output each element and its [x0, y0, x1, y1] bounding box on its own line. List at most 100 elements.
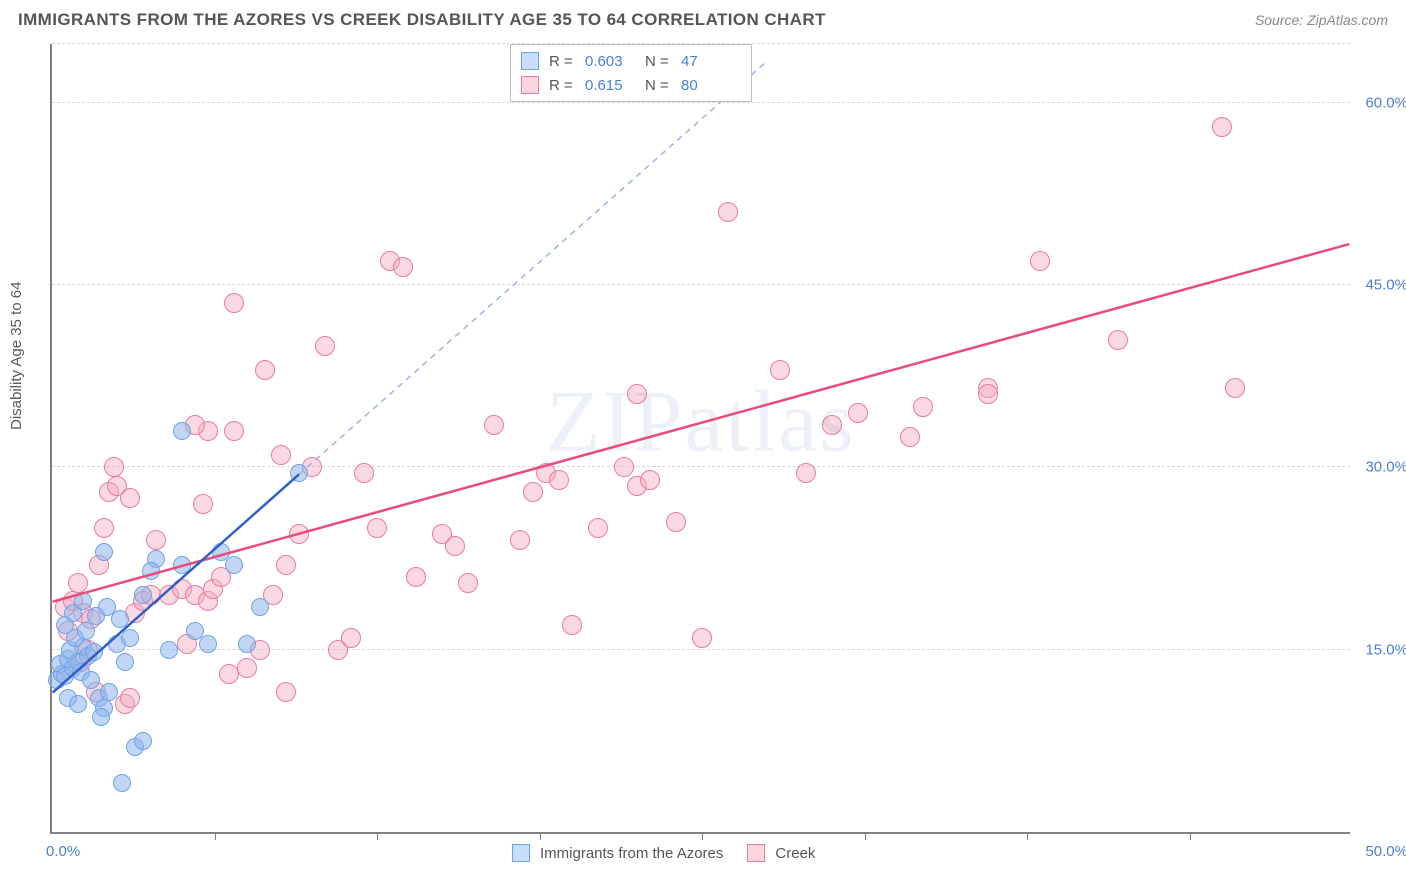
source-label: Source: ZipAtlas.com: [1255, 12, 1388, 28]
trend-lines-layer: [52, 44, 1350, 832]
x-minor-tick: [215, 832, 216, 840]
scatter-point-creek: [666, 512, 686, 532]
scatter-point-azores: [121, 629, 139, 647]
scatter-point-azores: [116, 653, 134, 671]
scatter-point-creek: [315, 336, 335, 356]
scatter-point-creek: [341, 628, 361, 648]
scatter-point-azores: [113, 774, 131, 792]
y-tick-label: 60.0%: [1365, 94, 1406, 111]
scatter-point-creek: [1212, 117, 1232, 137]
gridline-horizontal: [52, 466, 1350, 467]
scatter-point-azores: [74, 592, 92, 610]
scatter-point-creek: [406, 567, 426, 587]
scatter-point-creek: [367, 518, 387, 538]
legend-swatch: [512, 844, 530, 862]
chart-plot-area: ZIPatlas R =0.603N =47R =0.615N =80 Immi…: [50, 44, 1350, 834]
scatter-point-azores: [225, 556, 243, 574]
legend-n-value: 80: [681, 77, 741, 94]
scatter-point-creek: [770, 360, 790, 380]
scatter-point-creek: [393, 257, 413, 277]
x-minor-tick: [540, 832, 541, 840]
scatter-point-creek: [562, 615, 582, 635]
legend-n-label: N =: [645, 77, 681, 94]
scatter-point-creek: [718, 202, 738, 222]
x-minor-tick: [865, 832, 866, 840]
scatter-point-azores: [69, 695, 87, 713]
scatter-point-creek: [276, 682, 296, 702]
scatter-point-azores: [134, 586, 152, 604]
trend-line: [299, 62, 766, 474]
legend-swatch: [521, 76, 539, 94]
scatter-point-creek: [271, 445, 291, 465]
scatter-point-azores: [82, 671, 100, 689]
legend-r-label: R =: [549, 53, 585, 70]
scatter-point-creek: [796, 463, 816, 483]
scatter-point-azores: [77, 622, 95, 640]
scatter-point-creek: [120, 488, 140, 508]
scatter-point-azores: [95, 543, 113, 561]
chart-title: IMMIGRANTS FROM THE AZORES VS CREEK DISA…: [18, 10, 826, 30]
x-minor-tick: [1027, 832, 1028, 840]
scatter-point-creek: [510, 530, 530, 550]
scatter-point-azores: [142, 562, 160, 580]
scatter-point-creek: [458, 573, 478, 593]
scatter-point-creek: [913, 397, 933, 417]
scatter-point-creek: [255, 360, 275, 380]
scatter-point-azores: [251, 598, 269, 616]
gridline-horizontal: [52, 284, 1350, 285]
scatter-point-creek: [1108, 330, 1128, 350]
scatter-point-azores: [160, 641, 178, 659]
scatter-point-azores: [238, 635, 256, 653]
trend-line: [53, 244, 1350, 602]
scatter-point-azores: [290, 464, 308, 482]
chart-container: IMMIGRANTS FROM THE AZORES VS CREEK DISA…: [0, 0, 1406, 892]
scatter-point-azores: [134, 732, 152, 750]
scatter-point-azores: [98, 598, 116, 616]
scatter-point-creek: [237, 658, 257, 678]
scatter-point-creek: [120, 688, 140, 708]
x-minor-tick: [702, 832, 703, 840]
y-tick-label: 30.0%: [1365, 459, 1406, 476]
scatter-point-creek: [822, 415, 842, 435]
legend-n-value: 47: [681, 53, 741, 70]
scatter-point-creek: [978, 384, 998, 404]
scatter-point-azores: [173, 422, 191, 440]
scatter-point-creek: [289, 524, 309, 544]
scatter-point-creek: [224, 421, 244, 441]
y-axis-label: Disability Age 35 to 64: [8, 282, 25, 430]
scatter-point-creek: [1030, 251, 1050, 271]
scatter-point-creek: [549, 470, 569, 490]
scatter-point-creek: [627, 384, 647, 404]
scatter-point-creek: [104, 457, 124, 477]
legend-n-label: N =: [645, 53, 681, 70]
scatter-point-creek: [692, 628, 712, 648]
header: IMMIGRANTS FROM THE AZORES VS CREEK DISA…: [0, 0, 1406, 36]
scatter-point-creek: [193, 494, 213, 514]
legend-series-item: Immigrants from the Azores: [512, 844, 723, 862]
legend-stats-row: R =0.603N =47: [521, 49, 741, 73]
scatter-point-creek: [484, 415, 504, 435]
legend-stats-box: R =0.603N =47R =0.615N =80: [510, 44, 752, 102]
scatter-point-creek: [354, 463, 374, 483]
scatter-point-creek: [224, 293, 244, 313]
scatter-point-creek: [588, 518, 608, 538]
scatter-point-azores: [199, 635, 217, 653]
scatter-point-creek: [276, 555, 296, 575]
x-tick-label: 50.0%: [1365, 843, 1406, 860]
scatter-point-creek: [640, 470, 660, 490]
legend-swatch: [521, 52, 539, 70]
scatter-point-azores: [100, 683, 118, 701]
legend-series-item: Creek: [747, 844, 815, 862]
scatter-point-creek: [523, 482, 543, 502]
legend-series-label: Creek: [775, 845, 815, 862]
scatter-point-azores: [92, 708, 110, 726]
scatter-point-creek: [68, 573, 88, 593]
scatter-point-azores: [173, 556, 191, 574]
watermark: ZIPatlas: [546, 372, 855, 473]
scatter-point-creek: [848, 403, 868, 423]
legend-r-label: R =: [549, 77, 585, 94]
legend-series-label: Immigrants from the Azores: [540, 845, 723, 862]
scatter-point-creek: [1225, 378, 1245, 398]
x-minor-tick: [1190, 832, 1191, 840]
legend-r-value: 0.603: [585, 53, 645, 70]
